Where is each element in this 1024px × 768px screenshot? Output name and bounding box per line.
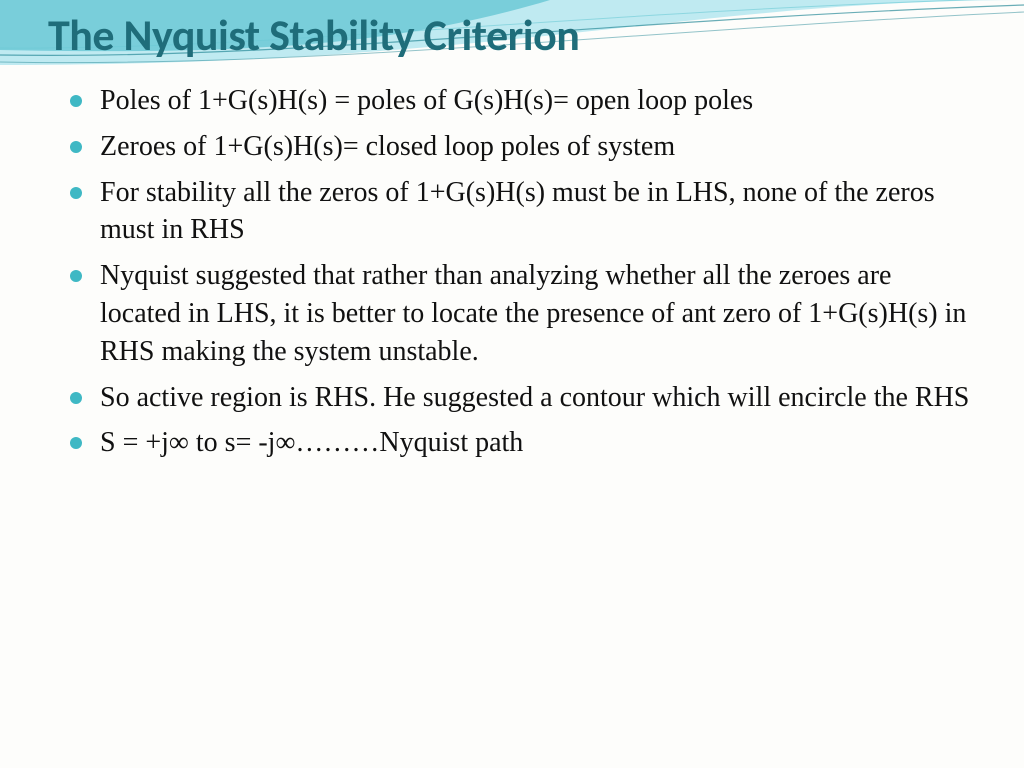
bullet-icon <box>70 95 82 107</box>
list-item: S = +j∞ to s= -j∞………Nyquist path <box>70 424 974 462</box>
slide-title: The Nyquist Stability Criterion <box>48 8 579 62</box>
list-item: So active region is RHS. He suggested a … <box>70 379 974 417</box>
bullet-text: Poles of 1+G(s)H(s) = poles of G(s)H(s)=… <box>100 82 753 120</box>
bullet-text: Nyquist suggested that rather than analy… <box>100 257 974 370</box>
list-item: For stability all the zeros of 1+G(s)H(s… <box>70 174 974 250</box>
list-item: Zeroes of 1+G(s)H(s)= closed loop poles … <box>70 128 974 166</box>
bullet-icon <box>70 187 82 199</box>
bullet-icon <box>70 141 82 153</box>
bullet-icon <box>70 437 82 449</box>
bullet-text: For stability all the zeros of 1+G(s)H(s… <box>100 174 974 250</box>
bullet-text: So active region is RHS. He suggested a … <box>100 379 969 417</box>
bullet-list: Poles of 1+G(s)H(s) = poles of G(s)H(s)=… <box>70 82 974 470</box>
list-item: Nyquist suggested that rather than analy… <box>70 257 974 370</box>
bullet-text: Zeroes of 1+G(s)H(s)= closed loop poles … <box>100 128 675 166</box>
list-item: Poles of 1+G(s)H(s) = poles of G(s)H(s)=… <box>70 82 974 120</box>
bullet-text: S = +j∞ to s= -j∞………Nyquist path <box>100 424 523 462</box>
bullet-icon <box>70 270 82 282</box>
bullet-icon <box>70 392 82 404</box>
